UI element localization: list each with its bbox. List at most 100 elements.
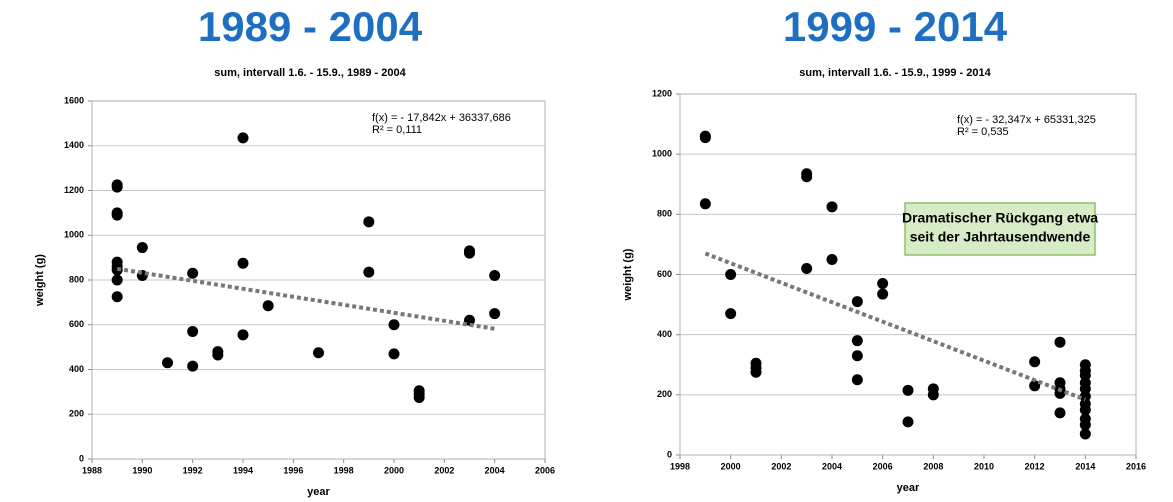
- data-point: [363, 216, 375, 228]
- data-point: [489, 270, 501, 282]
- data-point: [699, 132, 711, 144]
- data-point: [902, 416, 914, 428]
- y-tick-label: 600: [657, 269, 672, 279]
- data-point: [826, 201, 838, 213]
- data-point: [1079, 390, 1091, 402]
- chart-subtitle: sum, intervall 1.6. - 15.9., 1999 - 2014: [799, 67, 991, 79]
- x-axis-label: year: [307, 486, 330, 498]
- x-tick-label: 2004: [822, 461, 842, 471]
- data-point: [388, 319, 400, 331]
- annotation-box: [904, 202, 1096, 256]
- data-point: [187, 360, 199, 372]
- y-tick-label: 0: [667, 449, 672, 459]
- data-point: [1029, 356, 1041, 368]
- x-tick-label: 1996: [283, 465, 303, 475]
- data-point: [187, 325, 199, 337]
- r-squared: R² = 0,111: [372, 124, 422, 136]
- x-tick-label: 2008: [923, 461, 943, 471]
- x-tick-label: 2004: [485, 465, 505, 475]
- y-tick-label: 1200: [64, 185, 84, 195]
- y-tick-label: 200: [69, 409, 84, 419]
- r-squared: R² = 0,535: [957, 126, 1009, 138]
- y-tick-label: 600: [69, 319, 84, 329]
- data-point: [725, 308, 737, 320]
- data-point: [187, 267, 199, 279]
- x-axis-label: year: [897, 482, 920, 494]
- data-point: [136, 242, 148, 254]
- data-point: [801, 262, 813, 274]
- data-point: [877, 288, 889, 300]
- data-point: [1054, 336, 1066, 348]
- x-tick-label: 2000: [384, 465, 404, 475]
- data-point: [212, 349, 224, 361]
- chart-title: 1989 - 2004: [198, 3, 423, 50]
- trend-line: [116, 266, 495, 331]
- data-point: [1079, 404, 1091, 416]
- data-point: [1054, 407, 1066, 419]
- x-tick-label: 1992: [183, 465, 203, 475]
- annotation-text: Dramatischer Rückgang etwa: [902, 210, 1098, 226]
- y-axis-label: weight (g): [34, 254, 46, 307]
- data-point: [1029, 380, 1041, 392]
- x-tick-label: 2002: [771, 461, 791, 471]
- chart-subtitle: sum, intervall 1.6. - 15.9., 1989 - 2004: [214, 67, 406, 79]
- y-tick-label: 200: [657, 389, 672, 399]
- y-tick-label: 800: [657, 209, 672, 219]
- data-point: [111, 209, 123, 221]
- y-tick-label: 400: [657, 329, 672, 339]
- annotation-text: seit der Jahrtausendwende: [910, 229, 1091, 245]
- data-point: [902, 384, 914, 396]
- data-point: [237, 132, 249, 144]
- plot-frame: [91, 100, 546, 460]
- y-tick-label: 1200: [652, 88, 672, 98]
- data-point: [413, 391, 425, 403]
- data-point: [464, 247, 475, 259]
- x-tick-label: 2014: [1075, 461, 1095, 471]
- x-tick-label: 2012: [1025, 461, 1045, 471]
- data-point: [699, 198, 711, 210]
- y-tick-label: 0: [79, 453, 84, 463]
- data-point: [1079, 419, 1091, 431]
- data-point: [750, 366, 762, 378]
- x-tick-label: 2010: [974, 461, 994, 471]
- data-point: [237, 257, 249, 269]
- data-point: [313, 347, 324, 359]
- y-tick-label: 800: [69, 274, 84, 284]
- y-tick-label: 400: [69, 364, 84, 374]
- x-tick-label: 1990: [132, 465, 152, 475]
- data-point: [237, 329, 249, 341]
- x-tick-label: 2006: [535, 465, 555, 475]
- x-tick-label: 1998: [670, 461, 690, 471]
- x-tick-label: 1994: [233, 465, 253, 475]
- data-point: [262, 300, 274, 312]
- data-point: [1054, 387, 1066, 399]
- data-point: [851, 350, 863, 362]
- data-point: [363, 266, 375, 278]
- data-point: [801, 171, 813, 183]
- data-point: [851, 335, 863, 347]
- data-point: [927, 389, 939, 401]
- data-point: [1079, 428, 1091, 440]
- x-tick-label: 2000: [721, 461, 741, 471]
- y-tick-label: 1400: [64, 140, 84, 150]
- y-tick-label: 1000: [64, 230, 84, 240]
- x-tick-label: 2016: [1126, 461, 1146, 471]
- data-point: [388, 348, 400, 360]
- y-tick-label: 1000: [652, 149, 672, 159]
- y-tick-label: 1600: [64, 95, 84, 105]
- x-tick-label: 1988: [82, 465, 102, 475]
- data-point: [725, 269, 737, 280]
- data-point: [851, 296, 863, 308]
- data-point: [489, 308, 501, 320]
- x-tick-label: 2002: [434, 465, 454, 475]
- plot-frame: [679, 93, 1137, 456]
- trend-line: [704, 251, 1087, 402]
- data-point: [826, 253, 838, 265]
- equation: f(x) = - 17,842x + 36337,686: [372, 112, 511, 124]
- data-point: [111, 181, 123, 193]
- data-point: [1079, 383, 1091, 395]
- chart-title: 1999 - 2014: [783, 3, 1008, 50]
- x-tick-label: 2006: [873, 461, 893, 471]
